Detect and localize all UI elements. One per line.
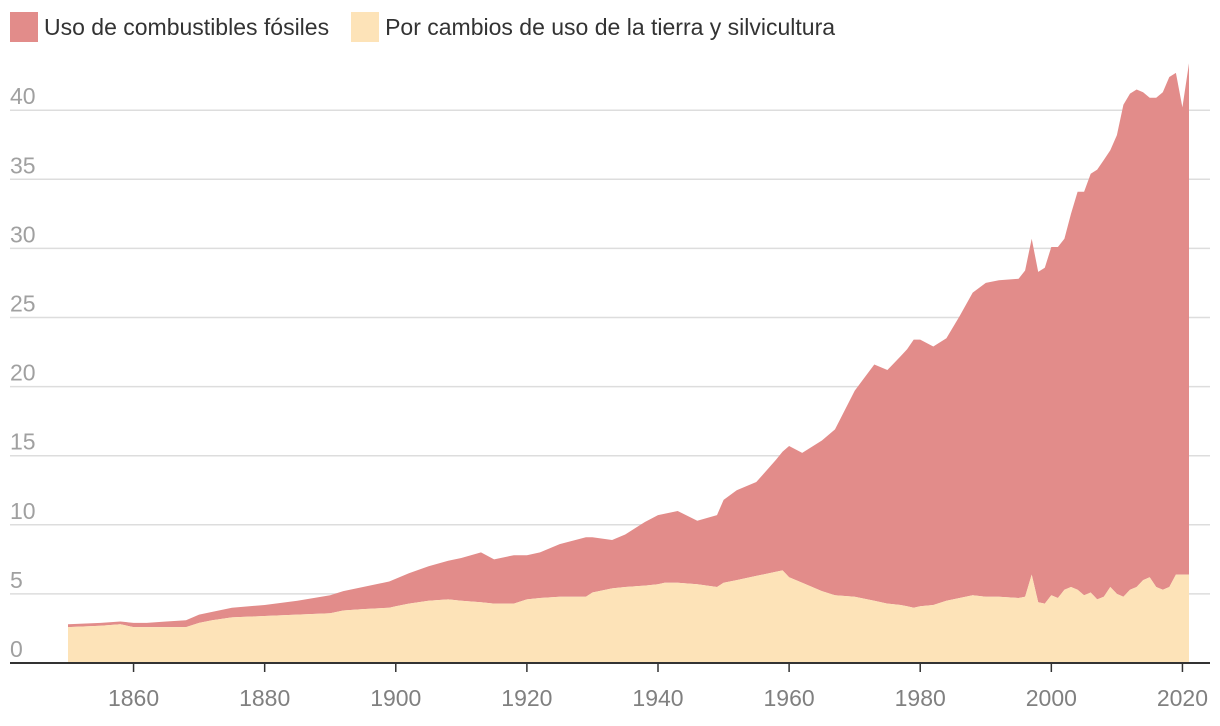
legend: Uso de combustibles fósiles Por cambios … xyxy=(10,10,835,44)
y-tick-label-25: 25 xyxy=(10,291,36,317)
area-series xyxy=(68,63,1189,663)
x-tick-label-1940: 1940 xyxy=(632,685,683,711)
y-tick-label-30: 30 xyxy=(10,221,36,247)
x-tick-label-2000: 2000 xyxy=(1026,685,1077,711)
legend-label-landuse: Por cambios de uso de la tierra y silvic… xyxy=(385,13,836,40)
area-landuse xyxy=(68,570,1189,663)
legend-item-fossil: Uso de combustibles fósiles xyxy=(10,12,329,42)
legend-swatch-landuse xyxy=(351,12,380,42)
x-axis: 1860 1880 1900 1920 1940 1960 1980 2000 2020 xyxy=(10,662,1210,711)
y-tick-label-35: 35 xyxy=(10,152,36,178)
legend-swatch-fossil xyxy=(10,12,38,42)
y-axis-ticks: 0 5 10 15 20 25 30 35 40 xyxy=(10,83,36,662)
x-tick-label-1980: 1980 xyxy=(895,685,946,711)
legend-item-landuse: Por cambios de uso de la tierra y silvic… xyxy=(351,12,835,42)
y-tick-label-20: 20 xyxy=(10,360,36,386)
y-tick-label-0: 0 xyxy=(10,636,23,662)
area-fossil xyxy=(68,63,1189,628)
y-tick-label-15: 15 xyxy=(10,429,36,455)
x-tick-label-1900: 1900 xyxy=(370,685,421,711)
gridlines xyxy=(10,109,1210,595)
x-tick-label-1960: 1960 xyxy=(764,685,815,711)
x-tick-label-2020: 2020 xyxy=(1157,685,1208,711)
legend-label-fossil: Uso de combustibles fósiles xyxy=(44,13,330,40)
y-tick-label-40: 40 xyxy=(10,83,36,109)
x-tick-label-1920: 1920 xyxy=(501,685,552,711)
x-tick-label-1860: 1860 xyxy=(108,685,159,711)
y-tick-label-5: 5 xyxy=(10,567,23,593)
y-tick-label-10: 10 xyxy=(10,498,36,524)
x-tick-label-1880: 1880 xyxy=(239,685,290,711)
